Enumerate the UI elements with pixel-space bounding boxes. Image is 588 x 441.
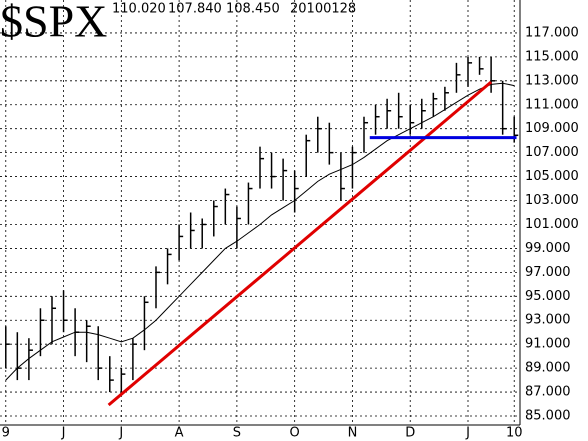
x-tick-label: S: [233, 426, 241, 441]
chart-title: $SPX: [0, 0, 107, 47]
header-high: 110.020: [112, 2, 166, 17]
y-tick-label: 113.000: [525, 73, 579, 88]
x-tick-label: J: [61, 426, 66, 441]
x-tick-label: 9: [2, 426, 10, 441]
header-low: 107.840: [168, 2, 222, 17]
header-date: 20100128: [290, 2, 356, 17]
y-tick-label: 101.000: [525, 217, 579, 232]
moving-average: [5, 82, 515, 381]
x-tick-label: N: [348, 426, 358, 441]
y-tick-label: 93.000: [525, 313, 571, 328]
y-tick-label: 111.000: [525, 97, 579, 112]
y-tick-label: 105.000: [525, 169, 579, 184]
header-close: 108.450: [226, 2, 280, 17]
y-tick-label: 109.000: [525, 121, 579, 136]
y-tick-label: 115.000: [525, 49, 579, 64]
y-tick-label: 103.000: [525, 193, 579, 208]
x-tick-label: A: [175, 426, 184, 441]
x-tick-label: J: [118, 426, 123, 441]
y-tick-label: 107.000: [525, 145, 579, 160]
trend-line: [107, 80, 493, 407]
y-tick-label: 91.000: [525, 337, 571, 352]
y-tick-label: 85.000: [525, 409, 571, 424]
y-tick-label: 95.000: [525, 289, 571, 304]
x-tick-label: D: [405, 426, 415, 441]
y-tick-label: 87.000: [525, 385, 571, 400]
y-tick-label: 89.000: [525, 361, 571, 376]
x-tick-label: O: [290, 426, 300, 441]
y-tick-label: 99.000: [525, 241, 571, 256]
x-tick-label: 10: [506, 426, 523, 441]
y-tick-label: 117.000: [525, 25, 579, 40]
x-tick-label: J: [465, 426, 470, 441]
y-tick-label: 97.000: [525, 265, 571, 280]
